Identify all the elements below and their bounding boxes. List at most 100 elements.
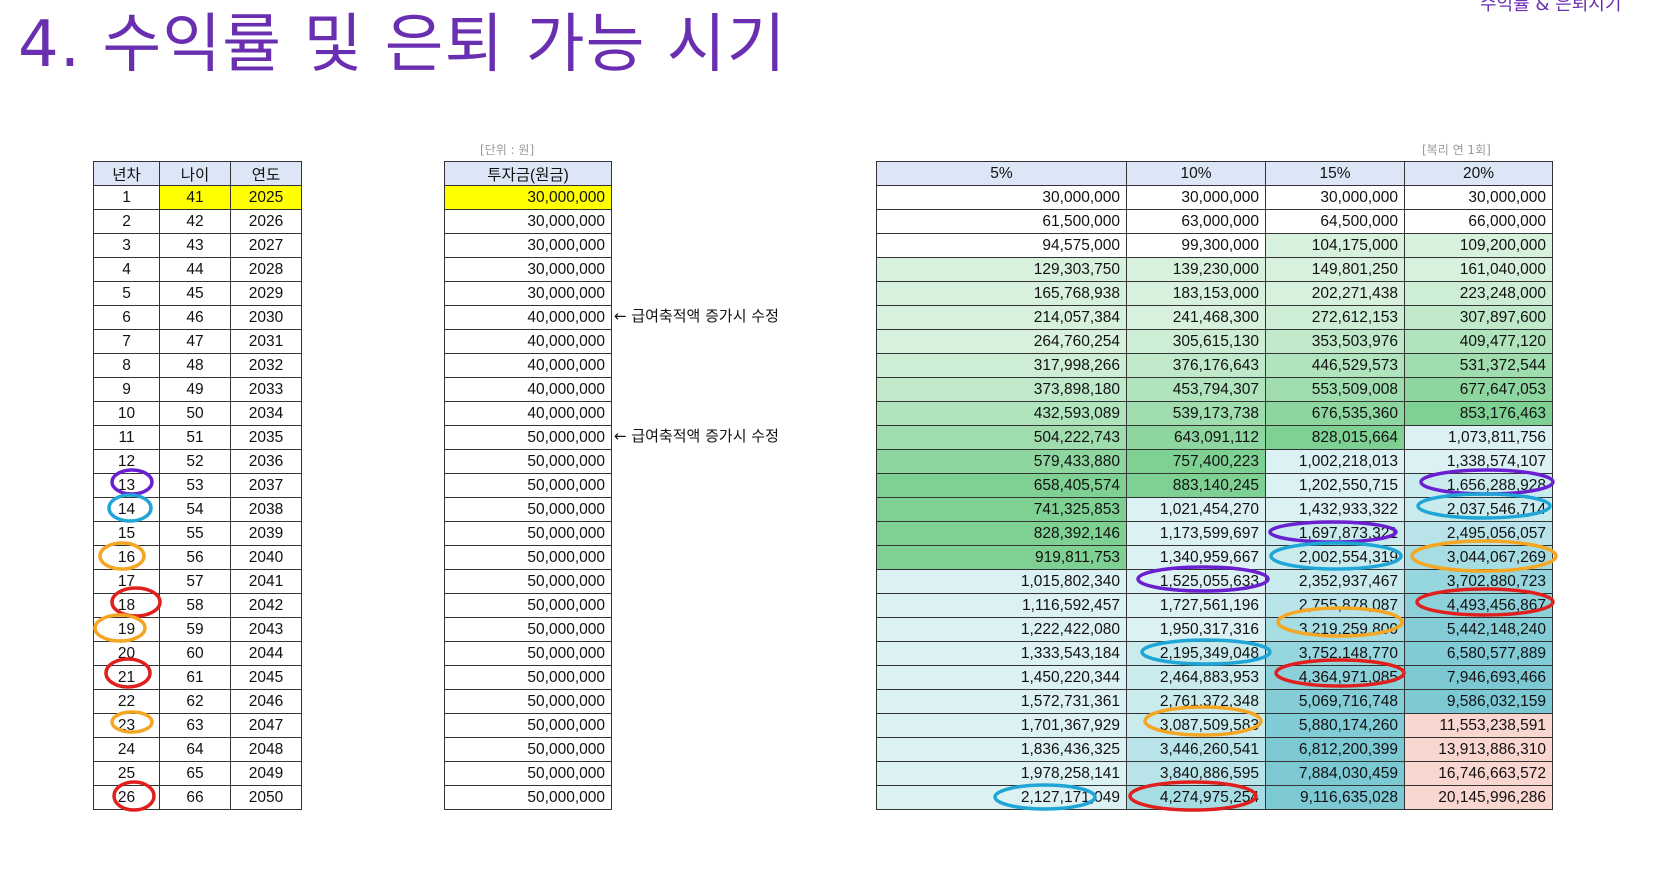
rate-5-cell: 919,811,753	[876, 545, 1127, 570]
investment-table-row: 50,000,000	[444, 785, 612, 810]
year-cell: 2045	[230, 665, 302, 690]
age-cell: 45	[159, 281, 231, 306]
year-index-cell: 25	[93, 761, 160, 786]
investment-cell: 30,000,000	[444, 209, 612, 234]
rate-10-cell: 2,195,349,048	[1126, 641, 1266, 666]
year-table-header: 년차 나이 연도	[93, 161, 302, 186]
investment-cell: 30,000,000	[444, 185, 612, 210]
returns-table-row: 1,701,367,929 3,087,509,583 5,880,174,260 1…	[876, 713, 1553, 738]
age-cell: 59	[159, 617, 231, 642]
rate-15-cell: 30,000,000	[1265, 185, 1405, 210]
investment-table-row: 50,000,000	[444, 593, 612, 618]
rate-15-cell: 7,884,030,459	[1265, 761, 1405, 786]
investment-cell: 40,000,000	[444, 401, 612, 426]
rate-5-cell: 504,222,743	[876, 425, 1127, 450]
rate-20-cell: 1,073,811,756	[1404, 425, 1553, 450]
rate-20-cell: 9,586,032,159	[1404, 689, 1553, 714]
investment-cell: 50,000,000	[444, 665, 612, 690]
year-index-cell: 1	[93, 185, 160, 210]
year-index-cell: 22	[93, 689, 160, 714]
rate-5-cell: 165,768,938	[876, 281, 1127, 306]
year-cell: 2032	[230, 353, 302, 378]
age-cell: 63	[159, 713, 231, 738]
rate-15-cell: 446,529,573	[1265, 353, 1405, 378]
rate-10-cell: 30,000,000	[1126, 185, 1266, 210]
rate-15-cell: 3,219,259,800	[1265, 617, 1405, 642]
returns-table-row: 214,057,384 241,468,300 272,612,153 307,897…	[876, 305, 1553, 330]
age-cell: 53	[159, 473, 231, 498]
age-cell: 46	[159, 305, 231, 330]
year-cell: 2050	[230, 785, 302, 810]
year-index-cell: 16	[93, 545, 160, 570]
rate-20-cell: 223,248,000	[1404, 281, 1553, 306]
age-cell: 49	[159, 377, 231, 402]
investment-table-row: 50,000,000	[444, 617, 612, 642]
rate-15-cell: 149,801,250	[1265, 257, 1405, 282]
investment-table-row: 40,000,000	[444, 377, 612, 402]
age-cell: 47	[159, 329, 231, 354]
age-cell: 55	[159, 521, 231, 546]
year-table-row: 24 64 2048	[93, 737, 302, 762]
investment-cell: 50,000,000	[444, 545, 612, 570]
rate-20-cell: 16,746,663,572	[1404, 761, 1553, 786]
returns-table-row: 1,836,436,325 3,446,260,541 6,812,200,399 1…	[876, 737, 1553, 762]
age-cell: 64	[159, 737, 231, 762]
investment-table-row: 30,000,000	[444, 281, 612, 306]
rate-10-cell: 453,794,307	[1126, 377, 1266, 402]
investment-table-row: 50,000,000	[444, 569, 612, 594]
rate-10-cell: 183,153,000	[1126, 281, 1266, 306]
rate-5-cell: 1,333,543,184	[876, 641, 1127, 666]
age-cell: 57	[159, 569, 231, 594]
corner-label: 수익률 & 은퇴시기	[1480, 0, 1622, 15]
investment-cell: 50,000,000	[444, 689, 612, 714]
rate-5-cell: 741,325,853	[876, 497, 1127, 522]
rate-10-cell: 2,761,372,348	[1126, 689, 1266, 714]
rate-5-cell: 1,015,802,340	[876, 569, 1127, 594]
year-cell: 2042	[230, 593, 302, 618]
returns-table-row: 373,898,180 453,794,307 553,509,008 677,647…	[876, 377, 1553, 402]
year-index-cell: 21	[93, 665, 160, 690]
rate-5-cell: 264,760,254	[876, 329, 1127, 354]
rate-5-cell: 1,116,592,457	[876, 593, 1127, 618]
investment-table-row: 50,000,000	[444, 545, 612, 570]
year-index-cell: 13	[93, 473, 160, 498]
age-cell: 65	[159, 761, 231, 786]
rate-15-cell: 6,812,200,399	[1265, 737, 1405, 762]
year-cell: 2039	[230, 521, 302, 546]
rate-10-cell: 757,400,223	[1126, 449, 1266, 474]
returns-table-row: 504,222,743 643,091,112 828,015,664 1,073,8…	[876, 425, 1553, 450]
rate-5-cell: 30,000,000	[876, 185, 1127, 210]
year-index-cell: 4	[93, 257, 160, 282]
year-table-row: 25 65 2049	[93, 761, 302, 786]
year-cell: 2029	[230, 281, 302, 306]
age-cell: 42	[159, 209, 231, 234]
rate-20-cell: 4,493,456,867	[1404, 593, 1553, 618]
year-table-row: 3 43 2027	[93, 233, 302, 258]
rate-5-cell: 214,057,384	[876, 305, 1127, 330]
header-rate-15: 15%	[1265, 161, 1405, 186]
returns-table-row: 317,998,266 376,176,643 446,529,573 531,372…	[876, 353, 1553, 378]
year-cell: 2030	[230, 305, 302, 330]
rate-10-cell: 643,091,112	[1126, 425, 1266, 450]
year-table-row: 21 61 2045	[93, 665, 302, 690]
year-table-row: 13 53 2037	[93, 473, 302, 498]
year-table-row: 20 60 2044	[93, 641, 302, 666]
age-cell: 60	[159, 641, 231, 666]
year-table-row: 16 56 2040	[93, 545, 302, 570]
year-cell: 2046	[230, 689, 302, 714]
rate-5-cell: 1,222,422,080	[876, 617, 1127, 642]
year-index-cell: 8	[93, 353, 160, 378]
year-cell: 2036	[230, 449, 302, 474]
investment-table-row: 40,000,000	[444, 353, 612, 378]
header-investment: 투자금(원금)	[444, 161, 612, 186]
rate-5-cell: 317,998,266	[876, 353, 1127, 378]
year-cell: 2031	[230, 329, 302, 354]
rate-15-cell: 1,202,550,715	[1265, 473, 1405, 498]
year-table-row: 10 50 2034	[93, 401, 302, 426]
returns-table-row: 1,333,543,184 2,195,349,048 3,752,148,770 6…	[876, 641, 1553, 666]
rate-10-cell: 1,727,561,196	[1126, 593, 1266, 618]
rate-15-cell: 272,612,153	[1265, 305, 1405, 330]
rate-15-cell: 1,432,933,322	[1265, 497, 1405, 522]
year-index-cell: 10	[93, 401, 160, 426]
rate-20-cell: 3,044,067,269	[1404, 545, 1553, 570]
